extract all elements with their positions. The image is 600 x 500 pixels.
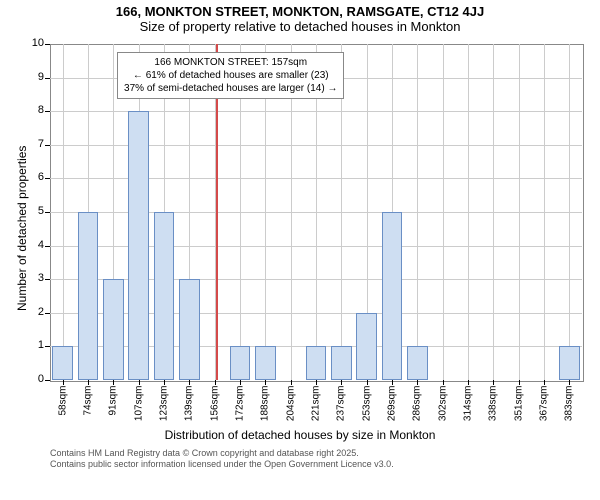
ytick-mark: [45, 111, 50, 112]
chart-container: 166, MONKTON STREET, MONKTON, RAMSGATE, …: [0, 0, 600, 500]
xtick-mark: [164, 380, 165, 385]
xtick-label: 74sqm: [83, 386, 94, 430]
ytick-mark: [45, 279, 50, 280]
gridline-v: [519, 44, 520, 380]
histogram-bar: [154, 212, 175, 380]
histogram-bar: [52, 346, 73, 380]
attribution: Contains HM Land Registry data © Crown c…: [50, 448, 394, 470]
ytick-mark: [45, 44, 50, 45]
xtick-mark: [468, 380, 469, 385]
ytick-label: 10: [20, 37, 44, 49]
xtick-label: 314sqm: [463, 386, 474, 430]
xtick-label: 139sqm: [184, 386, 195, 430]
xtick-label: 367sqm: [539, 386, 550, 430]
ytick-label: 9: [20, 71, 44, 83]
xtick-label: 383sqm: [564, 386, 575, 430]
annotation-line: 166 MONKTON STREET: 157sqm: [124, 56, 337, 69]
xtick-mark: [291, 380, 292, 385]
ytick-mark: [45, 212, 50, 213]
gridline-v: [569, 44, 570, 380]
xtick-label: 172sqm: [235, 386, 246, 430]
xtick-mark: [265, 380, 266, 385]
xtick-label: 351sqm: [513, 386, 524, 430]
title-sub: Size of property relative to detached ho…: [0, 19, 600, 34]
xtick-label: 269sqm: [387, 386, 398, 430]
xtick-mark: [113, 380, 114, 385]
ytick-label: 0: [20, 373, 44, 385]
xtick-mark: [189, 380, 190, 385]
ytick-mark: [45, 346, 50, 347]
histogram-bar: [382, 212, 403, 380]
annotation-line: 37% of semi-detached houses are larger (…: [124, 82, 337, 95]
xtick-mark: [392, 380, 393, 385]
ytick-label: 6: [20, 171, 44, 183]
ytick-label: 3: [20, 272, 44, 284]
xtick-mark: [417, 380, 418, 385]
histogram-bar: [103, 279, 124, 380]
histogram-bar: [407, 346, 428, 380]
xtick-label: 302sqm: [437, 386, 448, 430]
annotation-line: ← 61% of detached houses are smaller (23…: [124, 69, 337, 82]
ytick-label: 7: [20, 138, 44, 150]
xtick-mark: [569, 380, 570, 385]
xtick-mark: [63, 380, 64, 385]
xtick-mark: [139, 380, 140, 385]
ytick-label: 4: [20, 239, 44, 251]
histogram-bar: [128, 111, 149, 380]
histogram-bar: [306, 346, 327, 380]
xtick-mark: [88, 380, 89, 385]
xtick-label: 338sqm: [488, 386, 499, 430]
title-main: 166, MONKTON STREET, MONKTON, RAMSGATE, …: [0, 0, 600, 19]
histogram-bar: [255, 346, 276, 380]
gridline-v: [493, 44, 494, 380]
xtick-mark: [215, 380, 216, 385]
ytick-mark: [45, 178, 50, 179]
gridline-v: [468, 44, 469, 380]
xtick-label: 237sqm: [336, 386, 347, 430]
ytick-label: 1: [20, 339, 44, 351]
annotation-box: 166 MONKTON STREET: 157sqm← 61% of detac…: [117, 52, 344, 99]
xtick-label: 107sqm: [133, 386, 144, 430]
ytick-mark: [45, 313, 50, 314]
ytick-label: 2: [20, 306, 44, 318]
ytick-mark: [45, 380, 50, 381]
xtick-label: 253sqm: [361, 386, 372, 430]
xtick-label: 204sqm: [285, 386, 296, 430]
xtick-label: 286sqm: [412, 386, 423, 430]
xtick-mark: [316, 380, 317, 385]
histogram-bar: [356, 313, 377, 380]
xtick-mark: [367, 380, 368, 385]
histogram-bar: [230, 346, 251, 380]
histogram-bar: [78, 212, 99, 380]
gridline-v: [417, 44, 418, 380]
xtick-label: 156sqm: [209, 386, 220, 430]
ytick-mark: [45, 78, 50, 79]
xtick-mark: [341, 380, 342, 385]
xtick-mark: [519, 380, 520, 385]
x-axis-label: Distribution of detached houses by size …: [0, 428, 600, 442]
gridline-v: [63, 44, 64, 380]
xtick-label: 188sqm: [260, 386, 271, 430]
ytick-mark: [45, 246, 50, 247]
xtick-label: 58sqm: [57, 386, 68, 430]
xtick-mark: [493, 380, 494, 385]
histogram-bar: [179, 279, 200, 380]
xtick-label: 221sqm: [311, 386, 322, 430]
xtick-label: 123sqm: [159, 386, 170, 430]
gridline-v: [544, 44, 545, 380]
xtick-mark: [443, 380, 444, 385]
xtick-mark: [544, 380, 545, 385]
gridline-v: [443, 44, 444, 380]
xtick-mark: [240, 380, 241, 385]
attribution-line-2: Contains public sector information licen…: [50, 459, 394, 470]
histogram-bar: [331, 346, 352, 380]
histogram-bar: [559, 346, 580, 380]
attribution-line-1: Contains HM Land Registry data © Crown c…: [50, 448, 394, 459]
ytick-mark: [45, 145, 50, 146]
ytick-label: 8: [20, 104, 44, 116]
ytick-label: 5: [20, 205, 44, 217]
xtick-label: 91sqm: [108, 386, 119, 430]
